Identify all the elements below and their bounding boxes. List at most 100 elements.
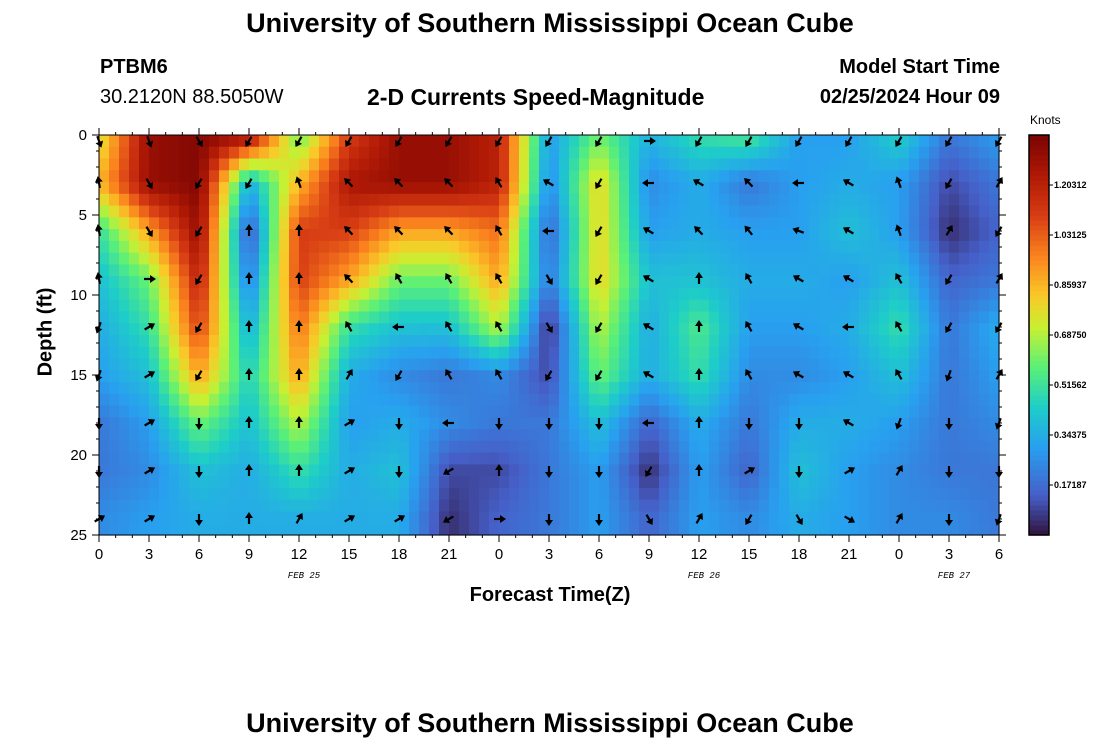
heatmap-cell bbox=[469, 158, 480, 171]
heatmap-cell bbox=[989, 193, 1000, 207]
colorbar-swatch bbox=[1029, 425, 1049, 431]
heatmap-cell bbox=[729, 158, 740, 171]
heatmap-cell bbox=[599, 405, 610, 418]
heatmap-cell bbox=[409, 440, 420, 454]
heatmap-cell bbox=[789, 346, 800, 360]
heatmap-cell bbox=[929, 487, 940, 501]
heatmap-cell bbox=[139, 335, 150, 348]
heatmap-cell bbox=[299, 158, 310, 171]
heatmap-cell bbox=[199, 499, 210, 513]
heatmap-cell bbox=[229, 370, 240, 383]
heatmap-cell bbox=[699, 193, 710, 207]
heatmap-cell bbox=[759, 170, 770, 183]
heatmap-cell bbox=[249, 229, 260, 242]
heatmap-cell bbox=[599, 276, 610, 289]
heatmap-cell bbox=[199, 358, 210, 371]
heatmap-cell bbox=[939, 146, 950, 160]
heatmap-cell bbox=[389, 146, 400, 160]
heatmap-cell bbox=[489, 370, 500, 383]
heatmap-cell bbox=[109, 452, 120, 466]
heatmap-cell bbox=[899, 205, 910, 218]
heatmap-cell bbox=[819, 476, 830, 489]
heatmap-cell bbox=[309, 499, 320, 513]
colorbar-swatch bbox=[1029, 465, 1049, 471]
heatmap-cell bbox=[179, 358, 190, 371]
heatmap-cell bbox=[339, 358, 350, 371]
chart-subtitle: 2-D Currents Speed-Magnitude bbox=[367, 84, 705, 110]
heatmap-cell bbox=[949, 464, 960, 477]
heatmap-cell bbox=[759, 229, 770, 242]
heatmap-cell bbox=[899, 252, 910, 266]
heatmap-cell bbox=[449, 193, 460, 207]
heatmap-cell bbox=[559, 464, 570, 477]
heatmap-cell bbox=[819, 311, 830, 324]
current-arrow bbox=[545, 514, 553, 526]
heatmap-cell bbox=[639, 240, 650, 254]
heatmap-cell bbox=[279, 182, 290, 195]
heatmap-cell bbox=[879, 417, 890, 430]
heatmap-cell bbox=[279, 135, 290, 148]
heatmap-cell bbox=[479, 335, 490, 348]
current-arrow bbox=[345, 136, 353, 148]
heatmap-cell bbox=[559, 487, 570, 501]
heatmap-cell bbox=[289, 205, 300, 218]
heatmap-cell bbox=[709, 252, 720, 266]
heatmap-cell bbox=[409, 182, 420, 195]
heatmap-cell bbox=[279, 440, 290, 454]
heatmap-cell bbox=[929, 429, 940, 442]
current-arrow bbox=[195, 418, 203, 430]
heatmap-cell bbox=[979, 252, 990, 266]
heatmap-cell bbox=[129, 170, 140, 183]
heatmap-cell bbox=[719, 452, 730, 466]
current-arrow bbox=[542, 179, 554, 187]
heatmap-cell bbox=[859, 499, 870, 513]
heatmap-cell bbox=[399, 452, 410, 466]
heatmap-cell bbox=[609, 299, 620, 313]
heatmap-cell bbox=[529, 276, 540, 289]
heatmap-cell bbox=[249, 217, 260, 230]
heatmap-cell bbox=[919, 417, 930, 430]
heatmap-cell bbox=[719, 217, 730, 230]
heatmap-cell bbox=[339, 405, 350, 418]
colorbar-swatch bbox=[1029, 435, 1049, 441]
heatmap-cell bbox=[899, 170, 910, 183]
heatmap-cell bbox=[299, 346, 310, 360]
heatmap-cell bbox=[529, 240, 540, 254]
heatmap-cell bbox=[689, 476, 700, 489]
heatmap-cell bbox=[359, 452, 370, 466]
current-arrow bbox=[745, 418, 753, 430]
heatmap-cell bbox=[719, 252, 730, 266]
heatmap-cell bbox=[639, 405, 650, 418]
heatmap-cell bbox=[569, 417, 580, 430]
heatmap-cell bbox=[699, 346, 710, 360]
colorbar-swatch bbox=[1029, 395, 1049, 401]
heatmap-cell bbox=[539, 158, 550, 171]
heatmap-cell bbox=[869, 393, 880, 407]
heatmap-cell bbox=[479, 499, 490, 513]
heatmap-cell bbox=[439, 158, 450, 171]
heatmap-cell bbox=[809, 205, 820, 218]
heatmap-cell bbox=[829, 170, 840, 183]
heatmap-cell bbox=[169, 370, 180, 383]
heatmap-cell bbox=[649, 487, 660, 501]
heatmap-cell bbox=[179, 252, 190, 266]
colorbar-swatch bbox=[1029, 505, 1049, 511]
current-arrow bbox=[195, 274, 203, 286]
heatmap-cell bbox=[559, 476, 570, 489]
colorbar-swatch bbox=[1029, 310, 1049, 316]
heatmap-cell bbox=[799, 335, 810, 348]
heatmap-cell bbox=[649, 335, 660, 348]
heatmap-cell bbox=[109, 499, 120, 513]
heatmap-cell bbox=[309, 217, 320, 230]
heatmap-cell bbox=[359, 170, 370, 183]
heatmap-cell bbox=[229, 229, 240, 242]
heatmap-cell bbox=[489, 429, 500, 442]
heatmap-cell bbox=[739, 252, 750, 266]
heatmap-cell bbox=[799, 382, 810, 395]
heatmap-cell bbox=[189, 382, 200, 395]
heatmap-cell bbox=[239, 217, 250, 230]
heatmap-cell bbox=[889, 276, 900, 289]
heatmap-cell bbox=[119, 229, 130, 242]
heatmap-cell bbox=[109, 429, 120, 442]
